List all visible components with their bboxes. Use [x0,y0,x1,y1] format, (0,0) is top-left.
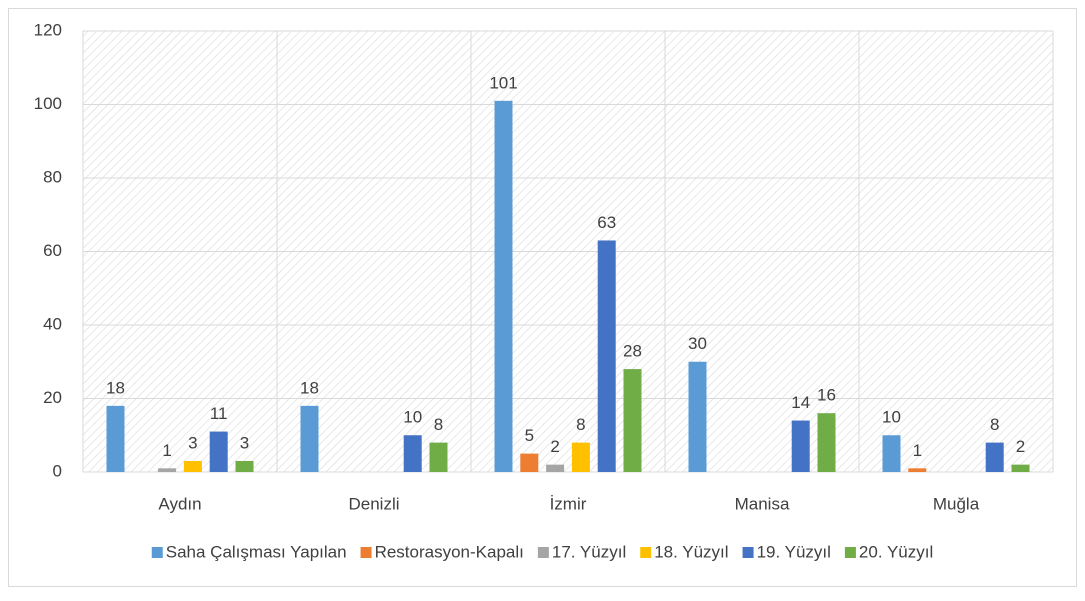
y-tick-label: 40 [43,314,62,333]
bar [403,435,422,472]
bar [158,468,177,472]
y-tick-label: 0 [53,461,62,480]
bar [817,413,836,472]
data-label: 28 [623,342,642,361]
bar [429,442,448,472]
bar [209,431,228,472]
legend-swatch [640,547,652,558]
data-label: 18 [300,378,319,397]
data-label: 101 [489,73,517,92]
legend-swatch [844,547,856,558]
data-label: 5 [525,426,534,445]
legend-swatch [151,547,163,558]
bar [494,100,513,472]
legend-swatch [537,547,549,558]
bar [571,442,590,472]
y-tick-label: 20 [43,388,62,407]
legend-label: 19. Yüzyıl [757,542,831,561]
legend-label: 17. Yüzyıl [552,542,626,561]
x-tick-label: İzmir [550,494,587,513]
bar [235,460,254,472]
data-label: 63 [597,213,616,232]
bar [882,435,901,472]
data-label: 1 [162,441,171,460]
y-tick-label: 100 [34,94,62,113]
data-label: 18 [106,378,125,397]
data-label: 11 [210,404,228,423]
legend-label: 20. Yüzyıl [859,542,933,561]
x-tick-label: Manisa [735,494,790,513]
data-label: 3 [240,433,249,452]
x-tick-label: Denizli [348,494,399,513]
bar [183,460,202,472]
data-label: 10 [882,408,901,427]
bar [908,468,927,472]
data-label: 2 [1016,437,1025,456]
bar [546,464,565,472]
legend-swatch [742,547,754,558]
x-tick-label: Muğla [933,494,980,513]
legend-label: 18. Yüzyıl [654,542,728,561]
data-label: 1 [913,441,922,460]
x-tick-label: Aydın [158,494,201,513]
bar [106,405,125,472]
data-label: 8 [990,415,999,434]
data-label: 8 [434,415,443,434]
legend-label: Restorasyon-Kapalı [375,542,524,561]
data-label: 16 [817,386,836,405]
bar [791,420,810,472]
bar [1011,464,1030,472]
data-label: 14 [791,393,810,412]
legend-label: Saha Çalışması Yapılan [166,542,347,561]
bar [688,361,707,472]
data-label: 3 [188,433,197,452]
bar [597,240,616,472]
bar [623,369,642,472]
legend-swatch [360,547,372,558]
data-label: 30 [688,334,707,353]
y-tick-label: 120 [34,20,62,39]
data-label: 2 [550,437,559,456]
bar [520,453,539,472]
bar [300,405,319,472]
data-label: 10 [403,408,422,427]
y-tick-label: 60 [43,241,62,260]
data-label: 8 [576,415,585,434]
bar [985,442,1004,472]
y-tick-label: 80 [43,167,62,186]
